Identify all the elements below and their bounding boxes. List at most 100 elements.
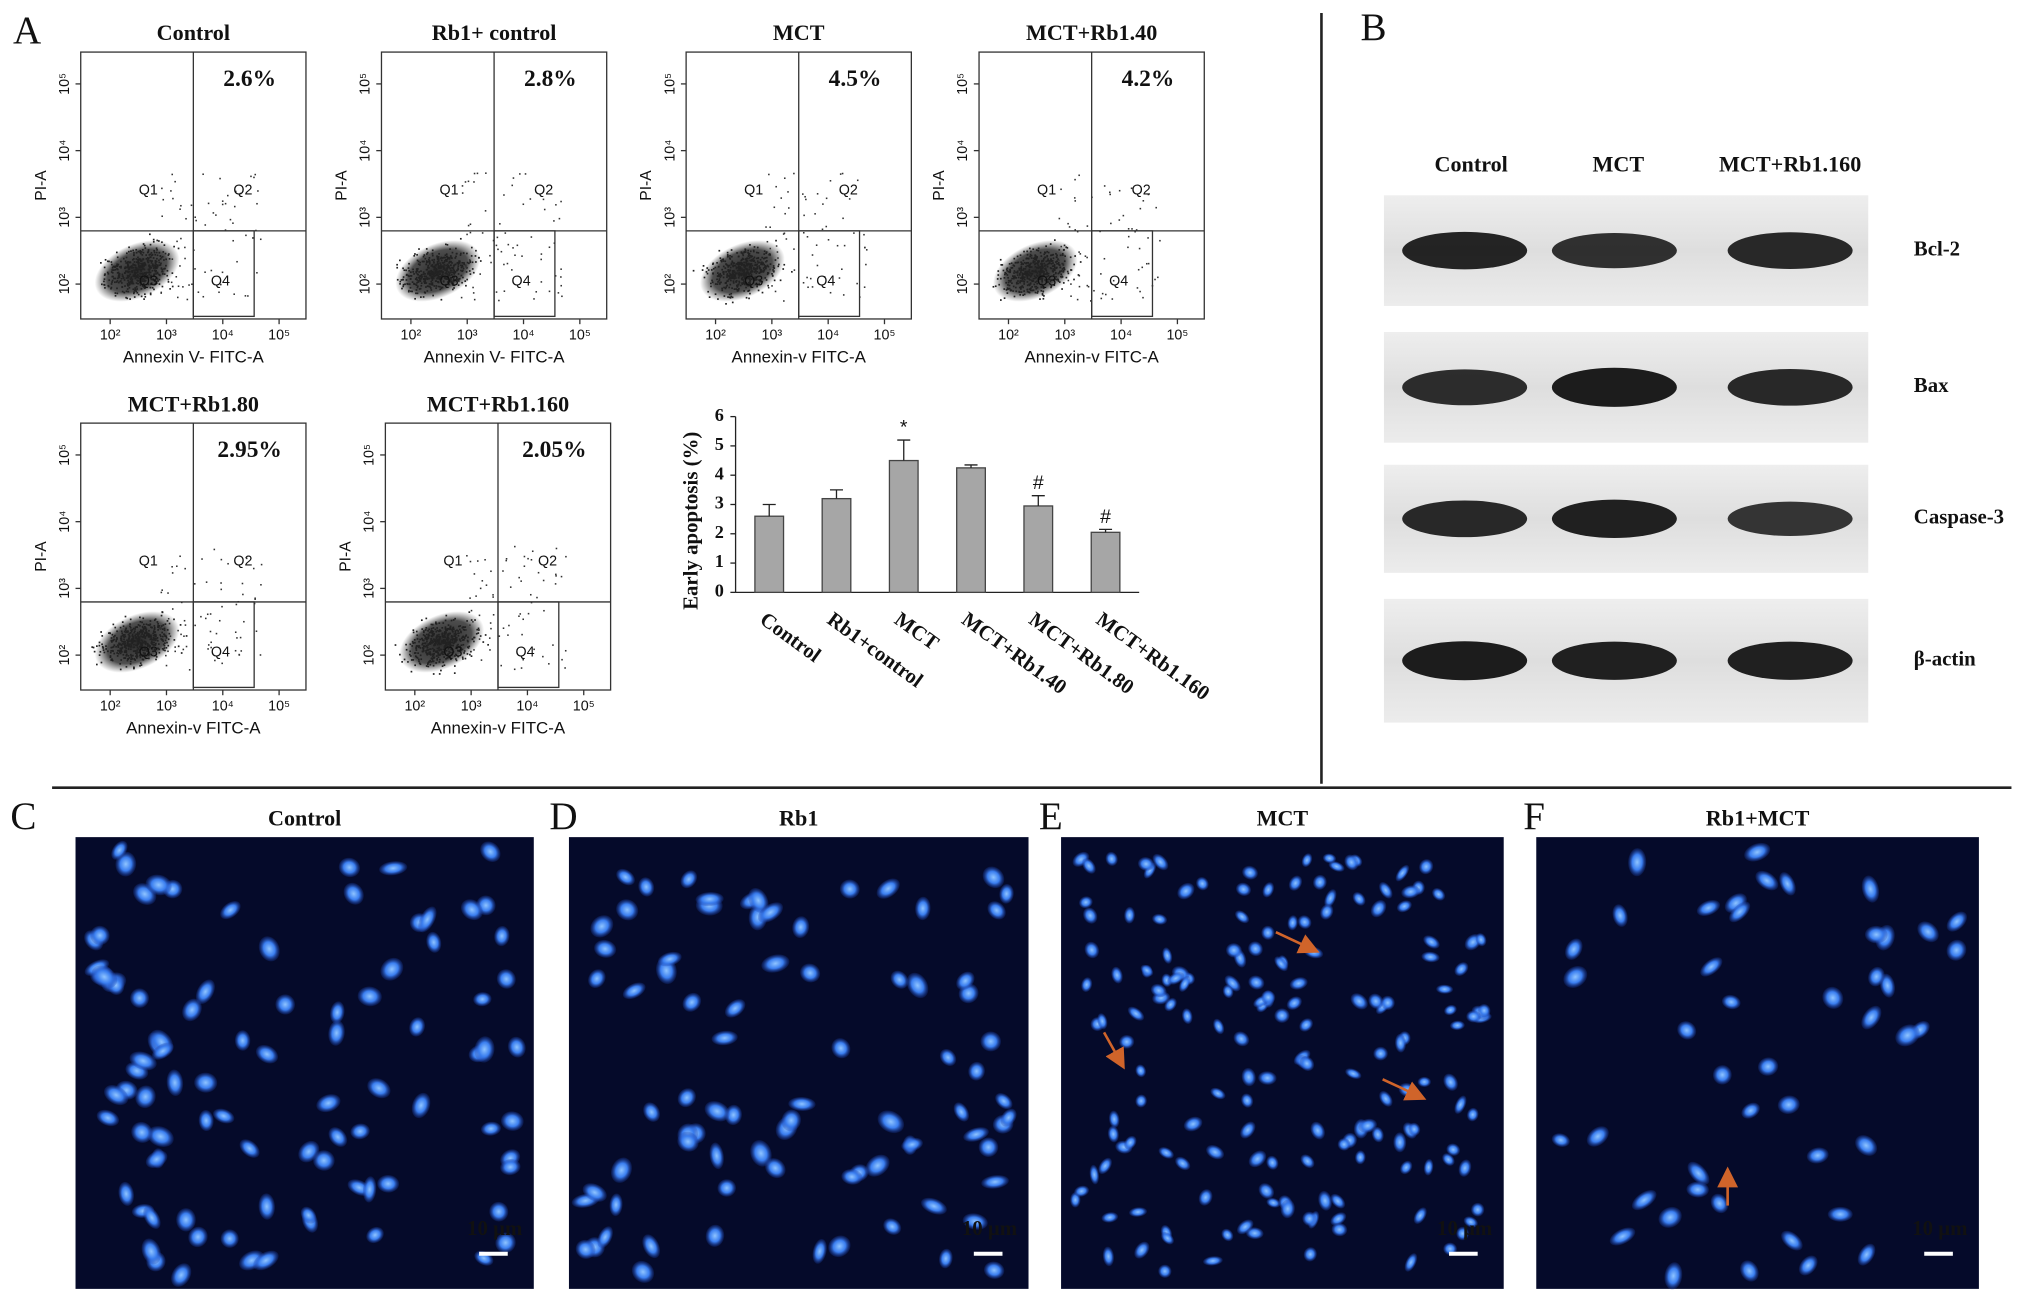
nucleus — [1458, 1159, 1472, 1177]
event — [461, 281, 463, 284]
event — [755, 278, 758, 281]
event — [173, 639, 176, 641]
event — [489, 649, 491, 651]
event — [522, 658, 524, 661]
event — [856, 282, 858, 285]
event — [516, 244, 519, 247]
nucleus — [1213, 1018, 1225, 1035]
event — [722, 271, 725, 273]
event — [1018, 286, 1021, 289]
event — [156, 639, 159, 642]
event — [399, 280, 402, 283]
event — [1043, 273, 1046, 276]
event — [440, 298, 443, 301]
event — [119, 643, 122, 646]
blot-band — [1727, 501, 1853, 536]
event — [746, 270, 749, 272]
event — [1078, 285, 1081, 288]
x-tick-label: 10² — [100, 699, 121, 715]
event — [125, 277, 128, 280]
event — [169, 635, 172, 637]
event — [1054, 271, 1057, 274]
event — [109, 656, 112, 659]
event — [1135, 229, 1138, 231]
event — [423, 280, 425, 283]
event — [718, 283, 721, 285]
event — [1006, 287, 1009, 289]
event — [252, 237, 254, 239]
event — [455, 252, 458, 255]
event — [1108, 191, 1111, 194]
event — [138, 265, 140, 267]
event — [396, 263, 398, 266]
event — [153, 266, 156, 269]
event — [138, 649, 141, 652]
nucleus — [1408, 1122, 1421, 1136]
event — [412, 659, 415, 661]
event — [147, 283, 150, 286]
event — [139, 278, 142, 280]
event — [744, 276, 747, 278]
event — [140, 268, 143, 271]
event — [809, 277, 812, 280]
event — [756, 246, 759, 249]
event — [101, 643, 103, 646]
event — [159, 255, 162, 257]
event — [423, 645, 425, 647]
event — [460, 266, 463, 269]
event — [139, 272, 142, 275]
event — [139, 250, 142, 252]
event — [756, 266, 759, 268]
event — [1055, 278, 1058, 281]
event — [1026, 253, 1029, 256]
event — [110, 646, 113, 649]
x-axis-label: Annexin V- FITC-A — [424, 347, 566, 366]
quadrant-label: Q4 — [1109, 273, 1128, 289]
event — [109, 655, 112, 657]
event — [463, 626, 465, 629]
event — [416, 634, 419, 637]
nucleus — [1777, 1095, 1800, 1115]
event — [825, 197, 828, 200]
event — [1030, 279, 1033, 282]
event — [725, 286, 727, 289]
event — [135, 637, 138, 640]
event — [111, 266, 114, 269]
event — [743, 250, 746, 253]
event — [442, 640, 445, 642]
quadrant-label: Q4 — [512, 273, 531, 289]
event — [446, 263, 449, 266]
event — [425, 651, 427, 654]
nucleus — [1330, 1212, 1347, 1226]
event — [1062, 254, 1065, 256]
event — [193, 583, 196, 585]
nucleus — [1450, 1020, 1465, 1031]
y-tick-label: 10⁵ — [662, 73, 678, 95]
event — [144, 643, 147, 646]
event — [140, 639, 143, 642]
y-tick-label: 10³ — [358, 207, 374, 228]
event — [742, 282, 745, 284]
event — [162, 624, 165, 626]
event — [1058, 264, 1061, 266]
nucleus — [920, 1197, 947, 1215]
event — [475, 595, 477, 597]
event — [460, 631, 462, 634]
event — [447, 266, 449, 269]
event — [137, 282, 139, 285]
event — [163, 629, 166, 632]
event — [141, 640, 144, 642]
event — [739, 263, 742, 266]
event — [442, 651, 445, 653]
event — [412, 631, 415, 634]
event — [744, 274, 747, 277]
event — [232, 222, 234, 224]
event — [519, 173, 521, 175]
event — [1127, 235, 1130, 238]
event — [430, 648, 432, 650]
event — [473, 172, 476, 175]
event — [429, 663, 432, 666]
event — [431, 634, 434, 636]
event — [1029, 278, 1031, 281]
event — [149, 292, 152, 295]
